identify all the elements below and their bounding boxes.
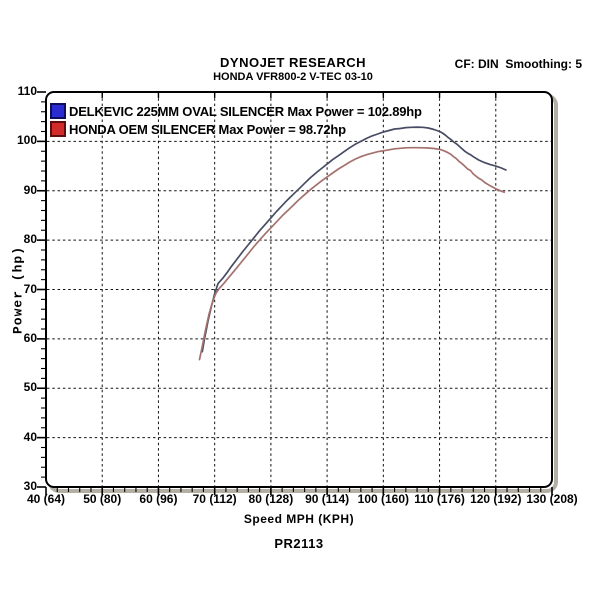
legend-item-honda-oem: HONDA OEM SILENCER Max Power = 98.72hp	[50, 121, 422, 137]
legend: DELKEVIC 225MM OVAL SILENCER Max Power =…	[50, 103, 422, 139]
y-tick-label: 60	[23, 330, 37, 345]
legend-item-delkevic: DELKEVIC 225MM OVAL SILENCER Max Power =…	[50, 103, 422, 119]
legend-label-delkevic: DELKEVIC 225MM OVAL SILENCER Max Power =…	[69, 103, 422, 119]
y-tick-label: 90	[23, 182, 37, 197]
y-tick-label: 70	[23, 281, 37, 296]
x-tick-label: 40 (64)	[26, 492, 66, 506]
x-tick-label: 70 (112)	[192, 492, 237, 506]
y-tick-label: 30	[23, 479, 37, 493]
x-tick-label: 60 (96)	[139, 492, 178, 506]
x-axis-title: Speed MPH (KPH)	[243, 512, 355, 526]
series-line-delkevic-225mm-oval-silencer	[201, 126, 507, 353]
x-tick-label: 110 (176)	[414, 492, 465, 506]
x-tick-label: 80 (128)	[248, 492, 294, 506]
y-tick-label: 80	[23, 232, 37, 247]
y-tick-label: 40	[23, 429, 37, 444]
x-tick-label: 50 (80)	[83, 492, 122, 506]
series-line-honda-oem-silencer	[198, 146, 506, 361]
run-id: PR2113	[274, 536, 324, 551]
x-tick-label: 130 (208)	[526, 492, 578, 506]
report-title: DYNOJET RESEARCH	[220, 55, 366, 70]
x-tick-label: 90 (114)	[305, 492, 350, 506]
y-tick-label: 100	[16, 133, 37, 148]
x-tick-label: 100 (160)	[357, 492, 410, 506]
legend-label-honda-oem: HONDA OEM SILENCER Max Power = 98.72hp	[69, 121, 346, 137]
x-tick-label: 120 (192)	[470, 492, 522, 506]
y-tick-label: 110	[17, 84, 37, 98]
y-tick-label: 50	[23, 380, 37, 395]
delkevic-series-swatch-icon	[50, 103, 66, 119]
honda-oem-series-swatch-icon	[50, 121, 66, 137]
report-subtitle: HONDA VFR800-2 V-TEC 03-10	[213, 71, 373, 83]
correction-smoothing-info: CF: DIN Smoothing: 5	[454, 57, 582, 71]
